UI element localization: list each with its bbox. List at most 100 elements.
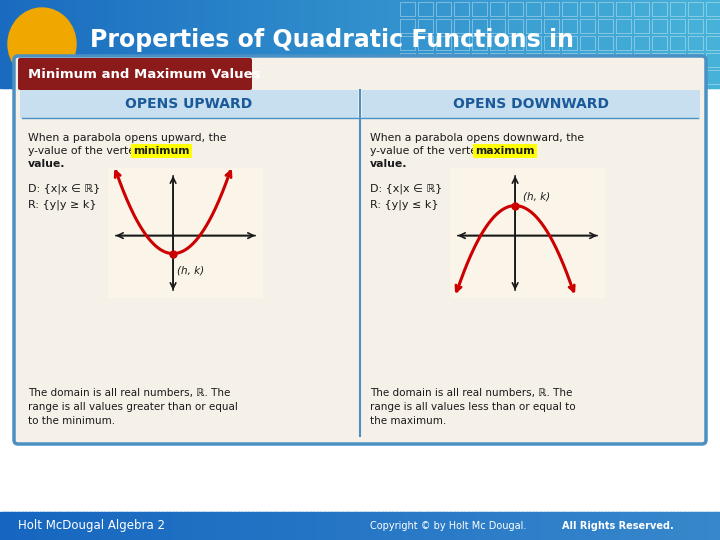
Bar xyxy=(576,512,580,540)
Bar xyxy=(108,512,112,540)
Bar xyxy=(569,0,573,88)
Ellipse shape xyxy=(8,8,76,80)
Bar xyxy=(32,0,37,88)
Bar xyxy=(475,512,480,540)
Text: D: {x|x ∈ ℝ}: D: {x|x ∈ ℝ} xyxy=(370,183,442,193)
Bar xyxy=(580,2,595,16)
Bar xyxy=(652,53,667,67)
Bar xyxy=(540,0,544,88)
Bar xyxy=(706,19,720,33)
Bar xyxy=(144,512,148,540)
Bar xyxy=(475,0,480,88)
Bar xyxy=(688,19,703,33)
Bar xyxy=(378,512,382,540)
Bar xyxy=(436,19,451,33)
Bar xyxy=(112,512,116,540)
Bar xyxy=(155,0,159,88)
Bar xyxy=(205,0,210,88)
Bar xyxy=(461,0,465,88)
Bar xyxy=(68,512,73,540)
Bar xyxy=(414,512,418,540)
Bar xyxy=(706,2,720,16)
Bar xyxy=(713,0,717,88)
Bar xyxy=(565,0,570,88)
Bar xyxy=(61,0,66,88)
Bar xyxy=(522,0,526,88)
Bar xyxy=(346,512,350,540)
Bar xyxy=(50,512,55,540)
Bar xyxy=(518,0,523,88)
Bar xyxy=(544,2,559,16)
Bar xyxy=(245,512,249,540)
Bar xyxy=(472,2,487,16)
Bar xyxy=(688,512,692,540)
Bar xyxy=(626,512,631,540)
Bar xyxy=(464,512,469,540)
Bar xyxy=(274,512,278,540)
Bar xyxy=(493,512,498,540)
Bar xyxy=(562,19,577,33)
Bar xyxy=(284,0,289,88)
Bar xyxy=(688,0,692,88)
Bar xyxy=(468,0,472,88)
Bar xyxy=(655,512,660,540)
Bar xyxy=(126,512,130,540)
Bar xyxy=(619,0,624,88)
Bar xyxy=(688,70,703,84)
Bar xyxy=(616,2,631,16)
Bar xyxy=(454,36,469,50)
Bar xyxy=(436,0,440,88)
Bar xyxy=(173,0,177,88)
Bar xyxy=(641,512,645,540)
Bar xyxy=(652,512,656,540)
Bar xyxy=(403,0,408,88)
Bar xyxy=(648,512,652,540)
Text: The domain is all real numbers, ℝ. The
range is all values less than or equal to: The domain is all real numbers, ℝ. The r… xyxy=(370,388,575,426)
Bar xyxy=(598,36,613,50)
Bar xyxy=(659,512,663,540)
Bar xyxy=(385,0,390,88)
Bar xyxy=(277,0,282,88)
Bar xyxy=(526,512,530,540)
Bar xyxy=(130,0,134,88)
Bar xyxy=(623,512,627,540)
Bar xyxy=(29,0,33,88)
Bar xyxy=(360,0,364,88)
Bar xyxy=(425,512,429,540)
Bar xyxy=(32,512,37,540)
Text: minimum: minimum xyxy=(133,146,189,156)
Bar xyxy=(616,19,631,33)
Bar xyxy=(180,0,184,88)
Bar xyxy=(396,0,400,88)
Bar xyxy=(680,512,685,540)
Bar xyxy=(490,512,494,540)
Bar xyxy=(400,0,404,88)
Bar xyxy=(616,0,620,88)
Text: y-value of the vertex is the: y-value of the vertex is the xyxy=(28,146,178,156)
Bar xyxy=(598,2,613,16)
Bar xyxy=(558,512,562,540)
Bar xyxy=(634,19,649,33)
Bar xyxy=(122,0,127,88)
Text: Minimum and Maximum Values: Minimum and Maximum Values xyxy=(28,68,261,80)
Bar xyxy=(328,512,332,540)
FancyBboxPatch shape xyxy=(14,56,706,444)
Bar xyxy=(227,512,231,540)
Bar xyxy=(486,512,490,540)
Bar xyxy=(454,512,458,540)
Bar xyxy=(270,512,274,540)
Bar xyxy=(634,0,638,88)
Text: maximum: maximum xyxy=(475,146,534,156)
Bar xyxy=(504,0,508,88)
Bar xyxy=(346,0,350,88)
Bar xyxy=(670,36,685,50)
Bar xyxy=(292,512,296,540)
Bar xyxy=(76,0,80,88)
Bar xyxy=(562,53,577,67)
Bar xyxy=(688,2,703,16)
Bar xyxy=(29,512,33,540)
Bar xyxy=(695,0,699,88)
Bar xyxy=(662,512,667,540)
Bar xyxy=(36,0,40,88)
Bar xyxy=(148,0,152,88)
